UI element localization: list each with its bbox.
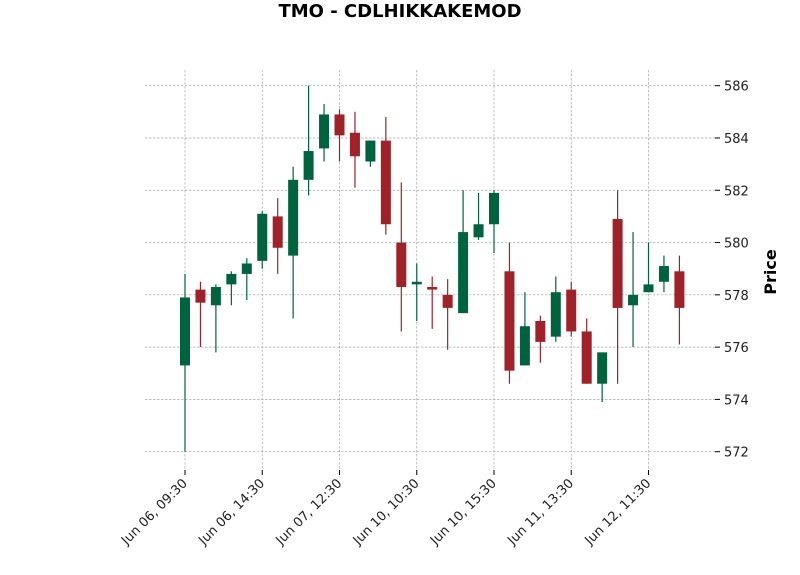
x-tick-label: Jun 12, 11:30 [582,476,655,549]
candle [674,255,685,345]
candle-body [597,352,608,384]
candle [396,182,407,332]
candle [581,318,592,384]
x-axis: Jun 06, 09:30 Jun 06, 14:30 Jun 07, 12:30 J… [118,470,654,549]
candle-body [334,114,345,136]
candle-body [504,271,515,371]
y-tick-label: 576 [724,341,749,356]
candle-body [396,242,407,287]
candle-body [489,192,499,225]
candle-body [272,216,283,248]
candle-body [411,281,422,285]
x-tick-label: Jun 06, 14:30 [195,476,268,549]
candle [195,281,206,348]
candle-body [380,140,391,225]
x-tick-label: Jun 10, 10:30 [350,476,423,549]
candle-body [210,286,221,306]
y-axis: 572 574 576 578 580 582 584 586 [715,80,749,461]
candle [612,190,623,384]
candle [411,263,422,321]
candle-body [195,289,206,303]
y-tick-label: 584 [724,132,749,147]
candle-body [180,297,190,366]
candle-body [658,266,669,282]
candle [519,292,530,366]
candle [180,273,190,452]
candle-body [241,263,252,274]
candle [365,140,376,167]
candle [658,255,669,293]
candle [334,109,345,162]
candle [597,352,608,403]
chart-title: TMO - CDLHIKKAKEMOD [278,1,521,22]
candles [180,85,685,452]
candle-body [319,114,330,149]
candle [226,271,237,306]
candle [628,232,639,348]
candle [489,190,499,254]
candle [427,276,438,329]
y-tick-label: 578 [724,289,749,304]
candle [303,85,314,196]
y-tick-label: 572 [724,446,749,461]
candle [241,258,252,301]
candle-body [442,294,453,308]
candle-body [628,294,639,306]
y-tick-label: 580 [724,237,749,252]
candle-body [581,331,592,384]
candle [319,103,330,162]
candle-body [473,224,484,238]
candle [442,279,453,350]
x-tick-label: Jun 06, 09:30 [118,476,191,549]
candle [288,166,299,319]
candle-body [288,179,299,256]
y-tick-label: 586 [724,80,749,95]
x-tick-label: Jun 11, 13:30 [504,476,577,549]
candle-body [303,151,314,180]
candle-body [427,286,438,290]
candle [566,281,577,337]
candle-body [550,292,561,337]
candle [349,111,360,188]
candle [473,192,484,240]
candle-body [535,320,546,342]
candle [272,198,283,274]
y-axis-label: Price [761,249,780,295]
candle-body [566,289,577,332]
candle-body [612,219,623,308]
x-tick-label: Jun 10, 15:30 [427,476,500,549]
candle [210,284,221,353]
candle-body [458,232,469,314]
candle-body [365,140,376,162]
grid [145,70,715,470]
candle-body [226,273,237,285]
candle [458,190,469,314]
candle [535,315,546,363]
candle-body [519,326,530,366]
candle [550,276,561,342]
candle-body [349,132,360,157]
candle-body [674,271,685,308]
candle-body [643,284,654,293]
candle [380,117,391,235]
x-tick-label: Jun 07, 12:30 [273,476,346,549]
candle [257,211,268,269]
candle-body [257,213,268,261]
candle [504,242,515,384]
candle [643,242,654,293]
y-tick-label: 582 [724,184,749,199]
y-tick-label: 574 [724,393,749,408]
